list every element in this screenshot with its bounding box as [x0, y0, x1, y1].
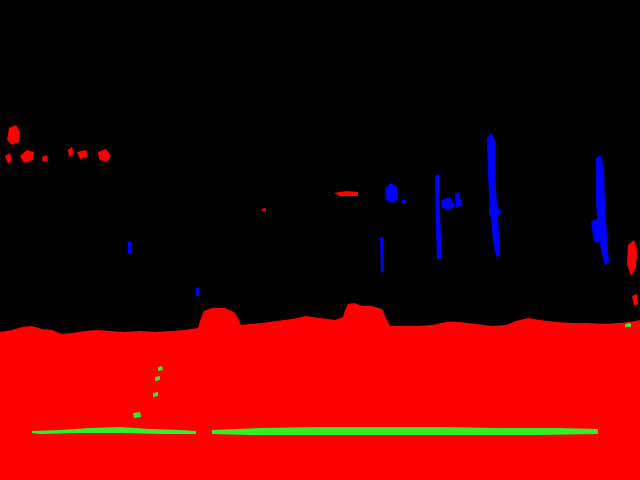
ground-region: [0, 125, 640, 480]
lane-marking-region: [32, 323, 631, 435]
pole-region: [128, 133, 609, 296]
